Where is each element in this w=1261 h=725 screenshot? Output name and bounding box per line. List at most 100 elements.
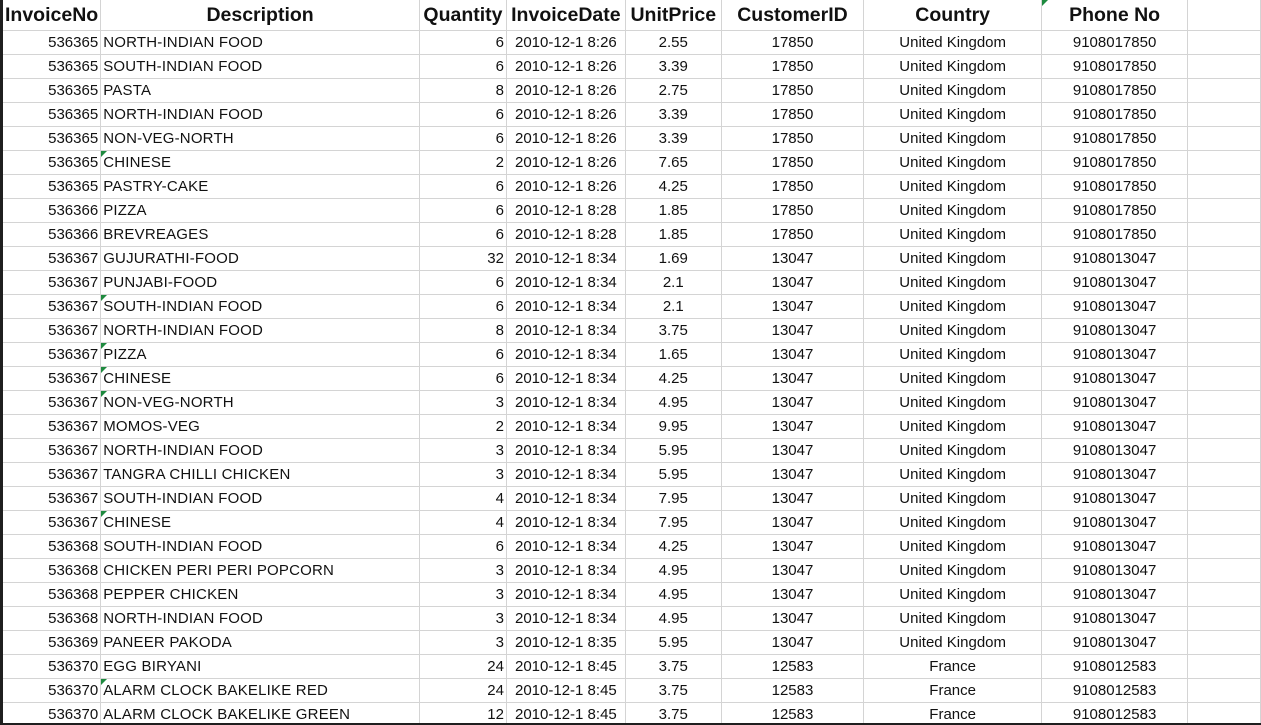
- cell-phone-no[interactable]: 9108012583: [1041, 702, 1189, 725]
- cell-country[interactable]: United Kingdom: [863, 606, 1043, 631]
- cell-invoice-no[interactable]: 536365: [3, 54, 102, 79]
- cell-country[interactable]: France: [863, 678, 1043, 703]
- cell-description[interactable]: CHINESE: [100, 366, 420, 391]
- cell-unit-price[interactable]: 1.85: [625, 198, 722, 223]
- cell-invoice-date[interactable]: 2010-12-1 8:28: [506, 222, 626, 247]
- cell-invoice-date[interactable]: 2010-12-1 8:34: [506, 438, 626, 463]
- cell-invoice-date[interactable]: 2010-12-1 8:34: [506, 534, 626, 559]
- cell-description[interactable]: NORTH-INDIAN FOOD: [100, 30, 420, 55]
- cell-unit-price[interactable]: 4.95: [625, 558, 722, 583]
- cell-unit-price[interactable]: 4.95: [625, 390, 722, 415]
- cell-customer-id[interactable]: 17850: [721, 174, 865, 199]
- cell-quantity[interactable]: 4: [419, 510, 507, 535]
- cell-phone-no[interactable]: 9108013047: [1041, 246, 1189, 271]
- cell-description[interactable]: PANEER PAKODA: [100, 630, 420, 655]
- cell-invoice-date[interactable]: 2010-12-1 8:34: [506, 606, 626, 631]
- cell-phone-no[interactable]: 9108012583: [1041, 654, 1189, 679]
- cell-description[interactable]: GUJURATHI-FOOD: [100, 246, 420, 271]
- cell-phone-no[interactable]: 9108013047: [1041, 558, 1189, 583]
- empty-cell[interactable]: [1187, 270, 1261, 295]
- cell-customer-id[interactable]: 13047: [721, 390, 865, 415]
- cell-quantity[interactable]: 2: [419, 150, 507, 175]
- cell-invoice-date[interactable]: 2010-12-1 8:26: [506, 174, 626, 199]
- cell-quantity[interactable]: 4: [419, 486, 507, 511]
- cell-description[interactable]: PUNJABI-FOOD: [100, 270, 420, 295]
- cell-invoice-no[interactable]: 536367: [3, 486, 102, 511]
- cell-unit-price[interactable]: 4.95: [625, 606, 722, 631]
- empty-cell[interactable]: [1187, 54, 1261, 79]
- cell-description[interactable]: EGG BIRYANI: [100, 654, 420, 679]
- cell-invoice-date[interactable]: 2010-12-1 8:26: [506, 30, 626, 55]
- cell-invoice-no[interactable]: 536367: [3, 270, 102, 295]
- cell-unit-price[interactable]: 4.25: [625, 366, 722, 391]
- cell-invoice-date[interactable]: 2010-12-1 8:34: [506, 270, 626, 295]
- cell-unit-price[interactable]: 7.65: [625, 150, 722, 175]
- cell-customer-id[interactable]: 13047: [721, 558, 865, 583]
- empty-cell[interactable]: [1187, 102, 1261, 127]
- cell-invoice-no[interactable]: 536366: [3, 198, 102, 223]
- cell-description[interactable]: SOUTH-INDIAN FOOD: [100, 294, 420, 319]
- cell-description[interactable]: CHINESE: [100, 510, 420, 535]
- cell-description[interactable]: NON-VEG-NORTH: [100, 390, 420, 415]
- cell-phone-no[interactable]: 9108013047: [1041, 606, 1189, 631]
- cell-invoice-no[interactable]: 536367: [3, 414, 102, 439]
- cell-customer-id[interactable]: 12583: [721, 678, 865, 703]
- cell-country[interactable]: United Kingdom: [863, 150, 1043, 175]
- header-phone-no[interactable]: Phone No: [1041, 0, 1189, 31]
- cell-invoice-no[interactable]: 536370: [3, 678, 102, 703]
- empty-cell[interactable]: [1187, 486, 1261, 511]
- cell-country[interactable]: France: [863, 702, 1043, 725]
- cell-phone-no[interactable]: 9108013047: [1041, 438, 1189, 463]
- cell-phone-no[interactable]: 9108013047: [1041, 630, 1189, 655]
- empty-cell[interactable]: [1187, 174, 1261, 199]
- empty-cell[interactable]: [1187, 222, 1261, 247]
- cell-unit-price[interactable]: 2.55: [625, 30, 722, 55]
- cell-invoice-date[interactable]: 2010-12-1 8:34: [506, 318, 626, 343]
- cell-invoice-no[interactable]: 536368: [3, 558, 102, 583]
- cell-quantity[interactable]: 3: [419, 438, 507, 463]
- header-country[interactable]: Country: [863, 0, 1043, 31]
- empty-cell[interactable]: [1187, 342, 1261, 367]
- empty-cell[interactable]: [1187, 414, 1261, 439]
- cell-description[interactable]: ALARM CLOCK BAKELIKE RED: [100, 678, 420, 703]
- cell-country[interactable]: United Kingdom: [863, 582, 1043, 607]
- cell-quantity[interactable]: 6: [419, 174, 507, 199]
- cell-customer-id[interactable]: 13047: [721, 534, 865, 559]
- empty-cell[interactable]: [1187, 150, 1261, 175]
- cell-quantity[interactable]: 6: [419, 54, 507, 79]
- cell-unit-price[interactable]: 1.69: [625, 246, 722, 271]
- cell-invoice-date[interactable]: 2010-12-1 8:34: [506, 414, 626, 439]
- cell-quantity[interactable]: 6: [419, 534, 507, 559]
- cell-country[interactable]: United Kingdom: [863, 366, 1043, 391]
- cell-customer-id[interactable]: 13047: [721, 606, 865, 631]
- cell-unit-price[interactable]: 2.1: [625, 294, 722, 319]
- cell-invoice-no[interactable]: 536367: [3, 342, 102, 367]
- cell-description[interactable]: PASTA: [100, 78, 420, 103]
- empty-cell[interactable]: [1187, 30, 1261, 55]
- cell-customer-id[interactable]: 17850: [721, 150, 865, 175]
- cell-quantity[interactable]: 24: [419, 654, 507, 679]
- cell-unit-price[interactable]: 7.95: [625, 510, 722, 535]
- header-invoice-date[interactable]: InvoiceDate: [506, 0, 626, 31]
- cell-invoice-date[interactable]: 2010-12-1 8:28: [506, 198, 626, 223]
- cell-quantity[interactable]: 6: [419, 222, 507, 247]
- empty-cell[interactable]: [1187, 246, 1261, 271]
- cell-customer-id[interactable]: 17850: [721, 54, 865, 79]
- header-unit-price[interactable]: UnitPrice: [625, 0, 722, 31]
- cell-invoice-date[interactable]: 2010-12-1 8:26: [506, 126, 626, 151]
- cell-phone-no[interactable]: 9108012583: [1041, 678, 1189, 703]
- cell-phone-no[interactable]: 9108013047: [1041, 342, 1189, 367]
- cell-customer-id[interactable]: 17850: [721, 198, 865, 223]
- cell-invoice-no[interactable]: 536367: [3, 462, 102, 487]
- empty-cell[interactable]: [1187, 318, 1261, 343]
- cell-country[interactable]: United Kingdom: [863, 558, 1043, 583]
- cell-invoice-no[interactable]: 536365: [3, 150, 102, 175]
- cell-quantity[interactable]: 32: [419, 246, 507, 271]
- cell-quantity[interactable]: 6: [419, 294, 507, 319]
- cell-quantity[interactable]: 6: [419, 270, 507, 295]
- cell-quantity[interactable]: 3: [419, 462, 507, 487]
- cell-invoice-no[interactable]: 536367: [3, 366, 102, 391]
- empty-cell[interactable]: [1187, 534, 1261, 559]
- cell-phone-no[interactable]: 9108013047: [1041, 294, 1189, 319]
